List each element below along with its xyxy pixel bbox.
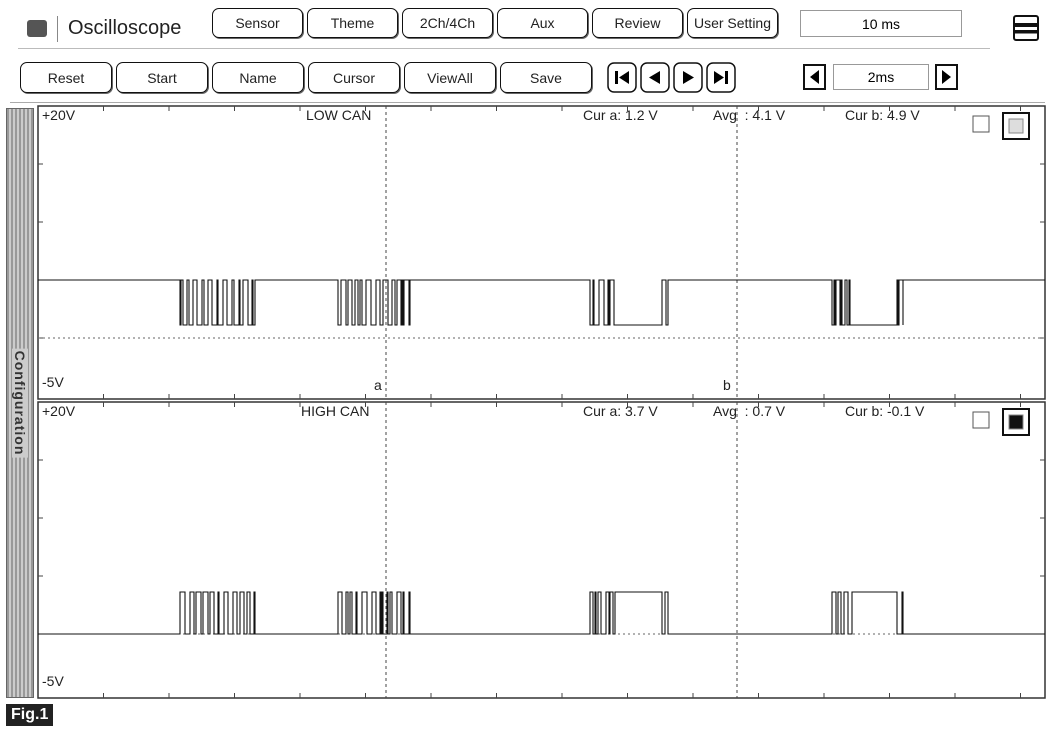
checkbox-box <box>972 411 990 429</box>
toggle-box <box>1002 112 1030 140</box>
channel-toggle[interactable] <box>1002 408 1030 436</box>
waveform <box>38 279 1045 326</box>
cursor-label: b <box>723 377 731 393</box>
timebase-display: 2ms <box>833 64 929 90</box>
button[interactable]: 2Ch/4Ch <box>402 8 493 38</box>
button[interactable]: User Setting <box>687 8 778 38</box>
range-min: -5V <box>42 673 64 689</box>
nav-last[interactable] <box>706 62 736 93</box>
plot-panel <box>37 401 1046 699</box>
toggle-inner <box>1008 414 1024 430</box>
cursor-b-value: Cur b: 4.9 V <box>845 107 920 123</box>
checkbox[interactable] <box>972 115 990 133</box>
button[interactable]: Sensor <box>212 8 303 38</box>
button[interactable]: Review <box>592 8 683 38</box>
checkbox[interactable] <box>972 411 990 429</box>
cursor-b-value: Cur b: -0.1 V <box>845 403 925 419</box>
separator <box>57 16 58 42</box>
toggle-inner <box>1008 118 1024 134</box>
nav-buttons <box>607 62 736 93</box>
button[interactable]: ViewAll <box>404 62 496 93</box>
button[interactable]: Cursor <box>308 62 400 93</box>
button[interactable]: Name <box>212 62 304 93</box>
channel-toggle[interactable] <box>1002 112 1030 140</box>
row-separator <box>18 48 990 49</box>
time-display: 10 ms <box>800 10 962 37</box>
button[interactable]: Theme <box>307 8 398 38</box>
average-value: Avg : 4.1 V <box>713 107 786 123</box>
timebase-up[interactable] <box>935 64 959 90</box>
nav-prev[interactable] <box>640 62 670 93</box>
nav-next[interactable] <box>673 62 703 93</box>
plot-area: +20V -5V LOW CAN Cur a: 1.2 V Avg : 4.1 V Cur… <box>37 105 1046 699</box>
button[interactable]: Save <box>500 62 592 93</box>
average-value: Avg : 0.7 V <box>713 403 786 419</box>
figure-label: Fig.1 <box>6 704 54 726</box>
nav-first[interactable] <box>607 62 637 93</box>
menu-dropdown[interactable] <box>27 20 47 37</box>
cursor-a-value: Cur a: 3.7 V <box>583 403 658 419</box>
button[interactable]: Aux <box>497 8 588 38</box>
cursor-a-value: Cur a: 1.2 V <box>583 107 658 123</box>
channel-name: LOW CAN <box>306 107 371 123</box>
button[interactable]: Reset <box>20 62 112 93</box>
channel-name: HIGH CAN <box>301 403 369 419</box>
app-title: Oscilloscope <box>68 17 182 39</box>
top-bar <box>10 2 1045 103</box>
button[interactable]: Start <box>116 62 208 93</box>
checkbox-box <box>972 115 990 133</box>
range-max: +20V <box>42 107 76 123</box>
range-max: +20V <box>42 403 76 419</box>
waveform <box>38 591 1045 635</box>
cursor-label: a <box>374 377 382 393</box>
timebase-down[interactable] <box>803 64 827 90</box>
plot-panel <box>37 105 1046 400</box>
window-icon[interactable] <box>1013 15 1039 41</box>
range-min: -5V <box>42 374 64 390</box>
